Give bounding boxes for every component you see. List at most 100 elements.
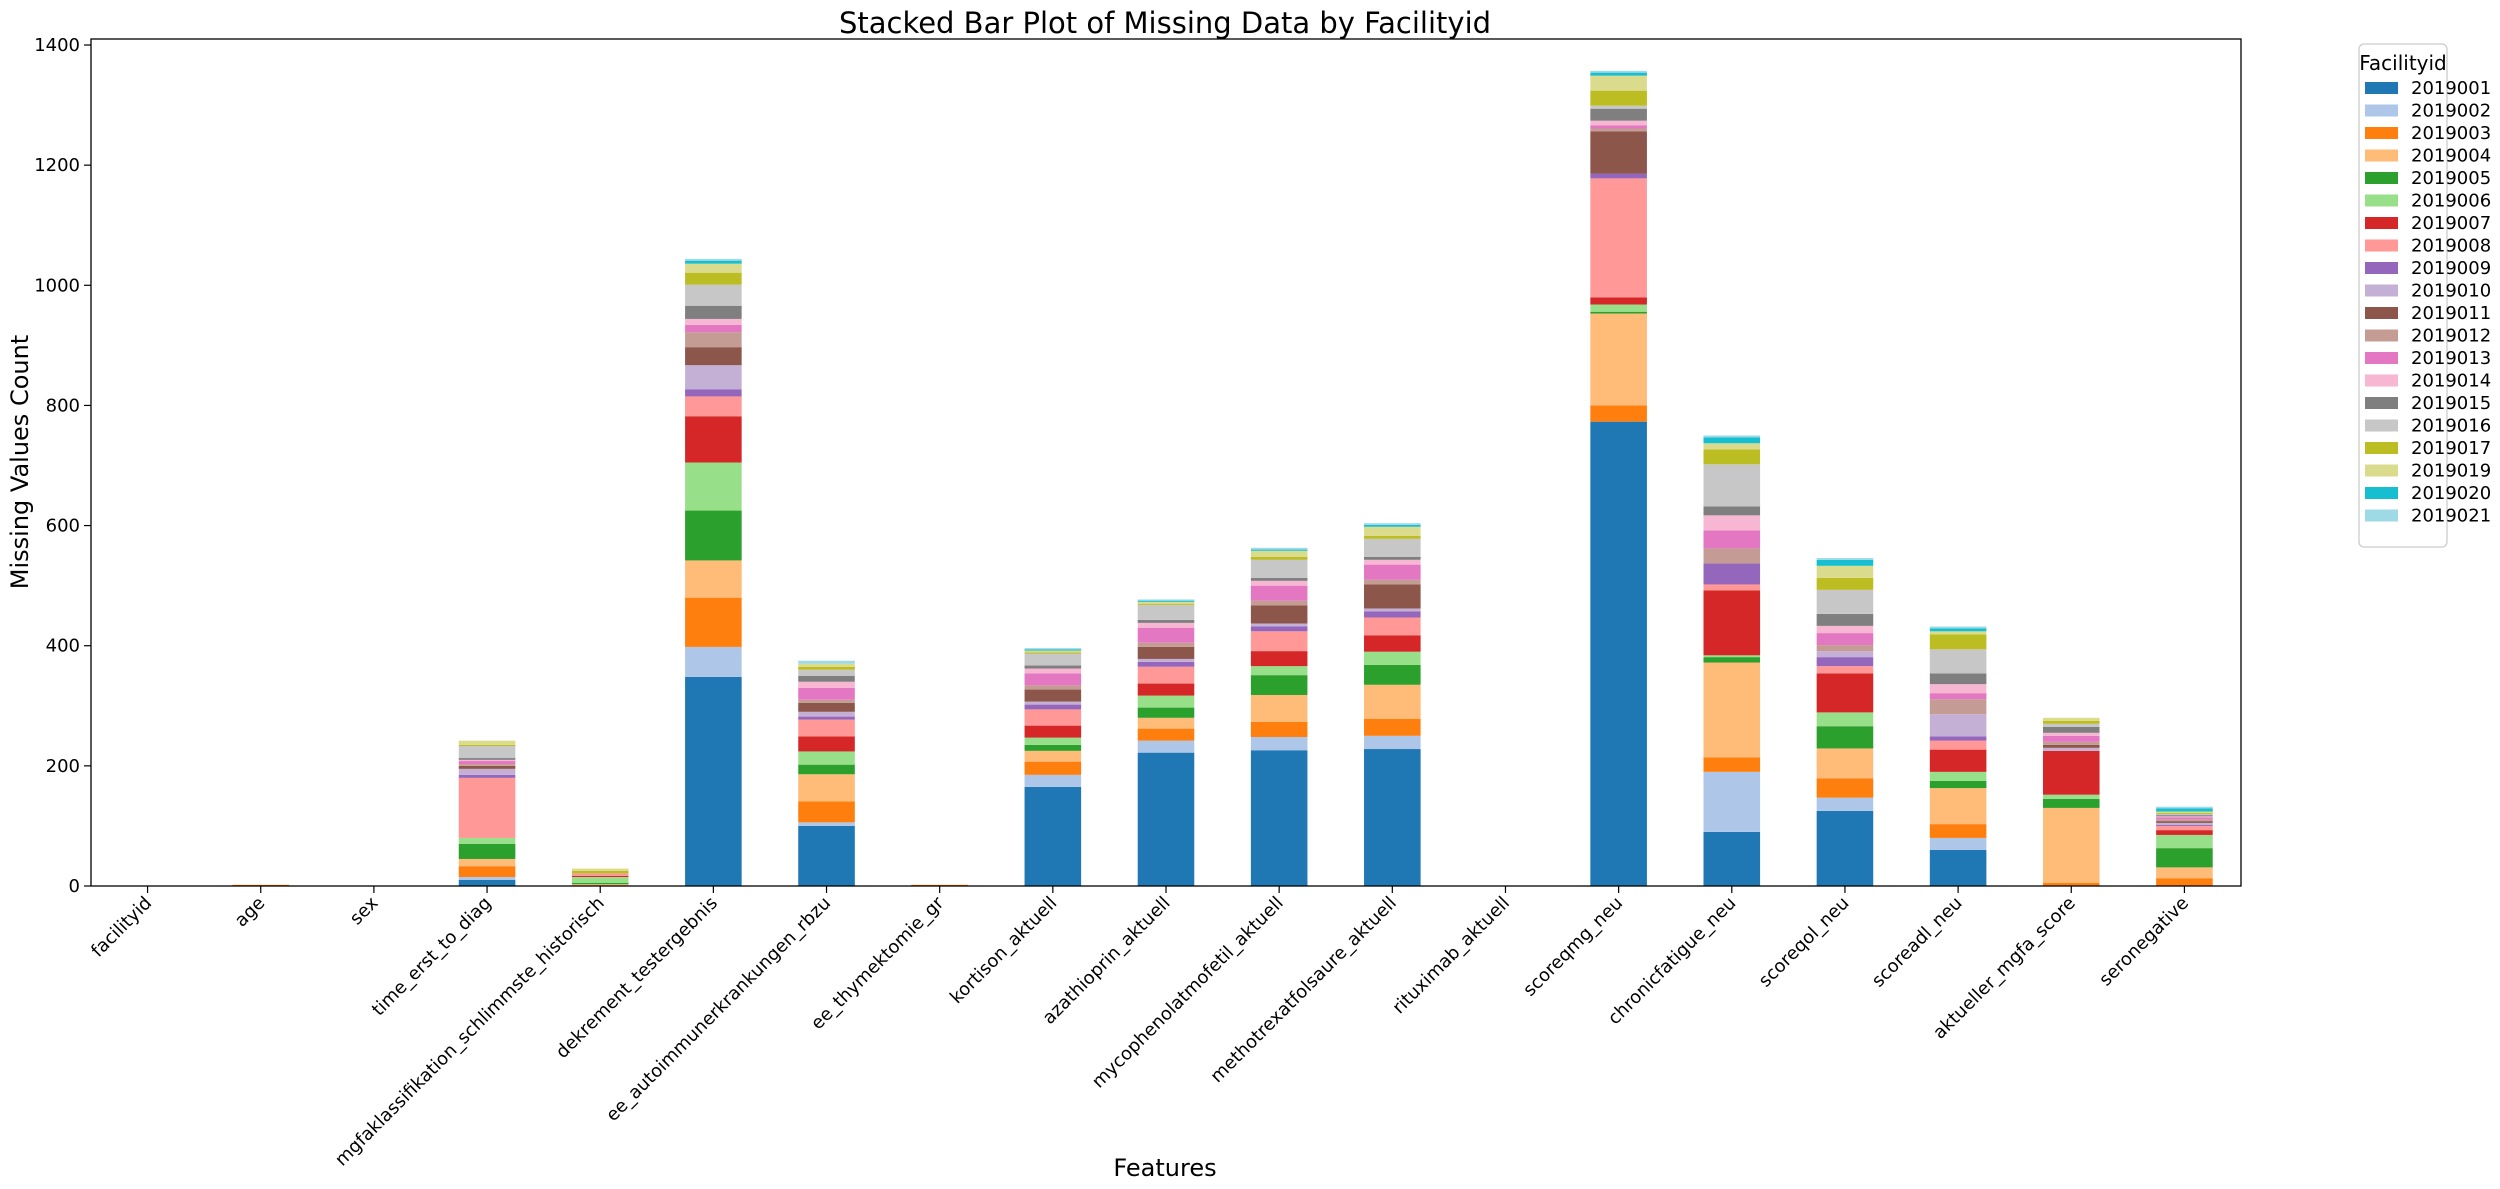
bar-segment (2042, 798, 2100, 808)
bar-segment (1024, 689, 1082, 702)
bar-segment (1137, 642, 1195, 647)
bar-segment (1024, 701, 1082, 705)
x-axis-title: Features (1113, 1154, 1216, 1182)
bar-segment (1137, 683, 1195, 696)
bar-segment (685, 676, 742, 886)
bar-segment (1250, 623, 1308, 627)
bar-segment (1250, 675, 1308, 695)
bar-segment (2042, 717, 2100, 721)
bar-segment (1590, 313, 1647, 406)
bar-segment (2156, 813, 2213, 816)
bar-segment (1250, 556, 1308, 560)
bar-segment (571, 875, 629, 877)
bar-segment (1703, 449, 1761, 465)
bar-segment (1250, 694, 1308, 723)
y-tick-label: 1400 (34, 35, 80, 56)
bar-segment (1816, 748, 1874, 779)
bar-segment (458, 744, 516, 747)
bar-segment (1024, 673, 1082, 686)
bar-segment (1137, 627, 1195, 643)
bar-segment (458, 837, 516, 844)
bar-segment (1703, 563, 1761, 585)
bar-segment (1590, 421, 1647, 886)
bar-segment (1816, 645, 1874, 652)
legend-label: 2019001 (2411, 78, 2491, 99)
bar-segment (1816, 651, 1874, 658)
y-tick-label: 1000 (34, 275, 80, 296)
bar-segment (2042, 723, 2100, 727)
legend-swatch (2365, 442, 2398, 454)
bar-segment (2156, 834, 2213, 849)
bar-segment (1703, 435, 1761, 438)
legend-swatch (2365, 104, 2398, 117)
bar-segment (1024, 709, 1082, 726)
bar-segment (1364, 617, 1421, 636)
bar-segment (1590, 105, 1647, 109)
bar-segment (2156, 808, 2213, 812)
bar-segment (1929, 749, 1987, 772)
bar-segment (1024, 685, 1082, 690)
bar-segment (1250, 559, 1308, 578)
bar-segment (1590, 75, 1647, 91)
legend-swatch (2365, 509, 2398, 522)
bar-segment (1590, 131, 1647, 174)
bar-segment (1364, 611, 1421, 618)
bar-segment (2156, 817, 2213, 820)
bar-segment (571, 884, 629, 886)
legend-swatch (2365, 329, 2398, 342)
bar-segment (1929, 736, 1987, 741)
bar-segment (798, 681, 855, 688)
bar-segment (1590, 178, 1647, 298)
bar-segment (1816, 666, 1874, 674)
legend: Facilityid 20190012019002201900320190042… (2358, 43, 2491, 548)
bar-segment (571, 868, 629, 871)
bar-segment (1590, 405, 1647, 422)
bar-segment (685, 462, 742, 511)
bar-segment (1364, 749, 1421, 886)
bar-segment (685, 365, 742, 390)
bar-segment (1703, 771, 1761, 832)
bar-segment (1137, 603, 1195, 605)
bar-segment (1929, 684, 1987, 694)
bar-segment (685, 260, 742, 264)
bar-segment (798, 736, 855, 752)
bar-segment (1703, 530, 1761, 549)
bar-segment (1364, 719, 1421, 736)
bar-segment (1250, 580, 1308, 586)
bar-segment (2156, 811, 2213, 813)
legend-swatch (2365, 149, 2398, 162)
bar-segment (1364, 526, 1421, 536)
bar-segment (1024, 668, 1082, 674)
legend-label: 2019009 (2411, 258, 2491, 279)
bar-segment (1137, 740, 1195, 753)
legend-swatch (2365, 284, 2398, 297)
bar-segment (2042, 744, 2100, 748)
bar-segment (1929, 771, 1987, 781)
bar-segment (1250, 605, 1308, 624)
legend-swatch (2365, 217, 2398, 229)
y-axis: 0 200 400 600 800 1000 1200 1400 (34, 35, 91, 897)
bar-segment (458, 740, 516, 745)
legend-label: 2019011 (2411, 303, 2491, 324)
bar-segment (685, 347, 742, 366)
bar-segment (1929, 649, 1987, 674)
legend-swatch (2365, 239, 2398, 252)
bar-segment (1364, 524, 1421, 527)
bar-segment (1590, 125, 1647, 129)
bar-segment (2042, 807, 2100, 883)
bar-segment (1929, 634, 1987, 650)
bar-segment (1024, 652, 1082, 654)
bar-segment (1929, 714, 1987, 737)
bar-segment (798, 687, 855, 700)
bar-segment (2042, 750, 2100, 795)
bar-segment (1364, 684, 1421, 720)
legend-label: 2019006 (2411, 191, 2491, 212)
bar-segment (685, 305, 742, 319)
bar-segment (1590, 297, 1647, 305)
bar-segment (458, 758, 516, 760)
bar-segment (1816, 810, 1874, 886)
bar-segment (1703, 590, 1761, 656)
bar-segment (2156, 867, 2213, 879)
bar-segment (1024, 786, 1082, 886)
bar-segment (1364, 564, 1421, 580)
